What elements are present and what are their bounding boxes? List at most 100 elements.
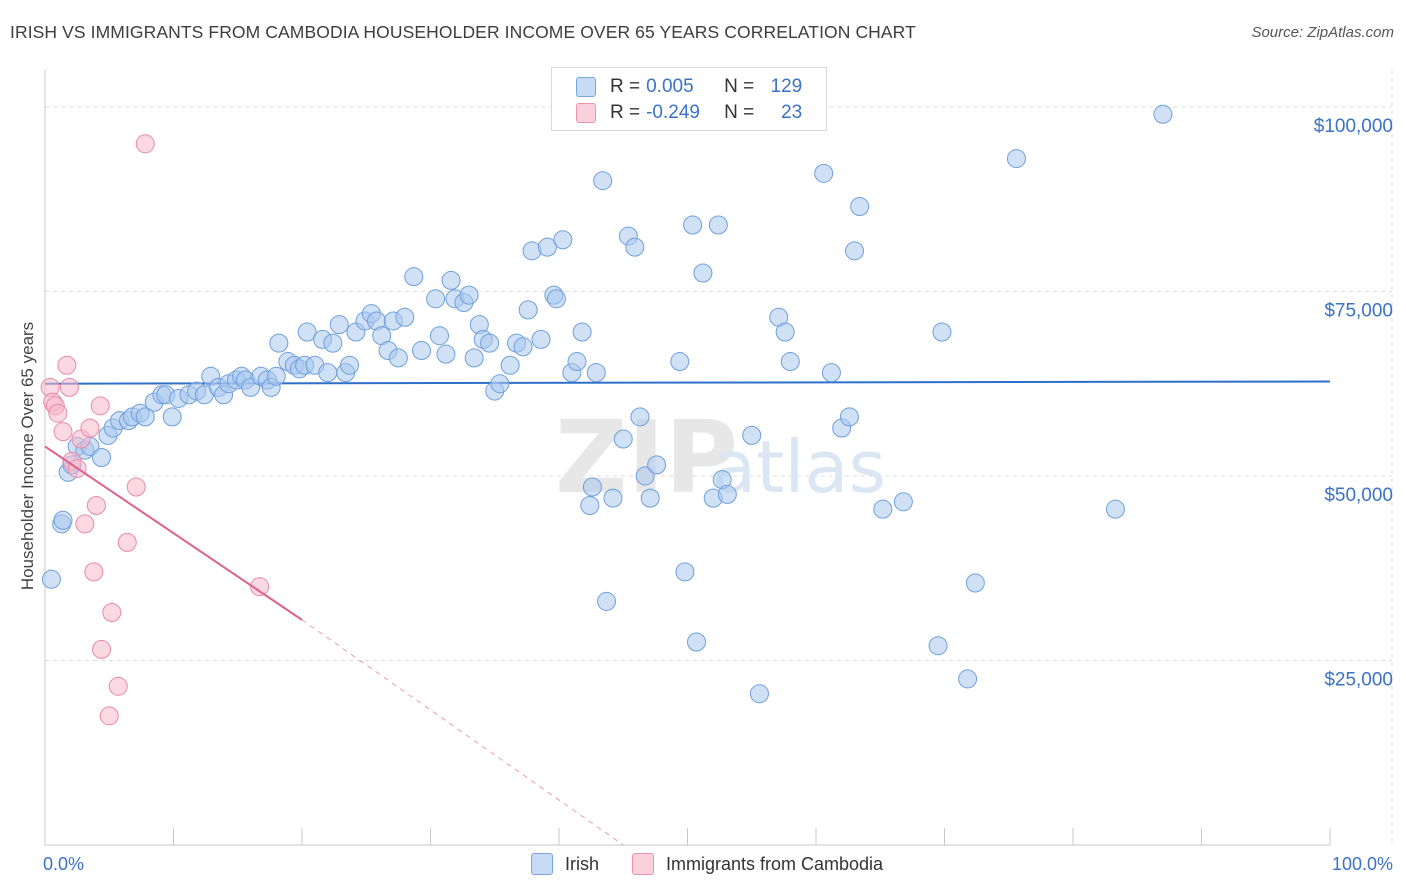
irish-point [412,340,432,360]
chart-title: IRISH VS IMMIGRANTS FROM CAMBODIA HOUSEH… [10,22,916,42]
irish-point [388,348,408,368]
irish-point [490,374,510,394]
legend-n-value: 129 [770,76,803,97]
legend-r-label: R = [610,102,641,123]
legend-row-irish: R = 0.005 N = 129 [576,75,802,99]
cambodia-point [80,418,100,438]
cambodia-point [90,396,110,416]
irish-point [613,429,633,449]
cambodia-trend-line [44,445,303,621]
cambodia-point [135,134,155,154]
irish-point [775,322,795,342]
irish-point [426,289,446,309]
bottom-legend-irish: Irish [531,853,599,875]
irish-point [92,448,112,467]
irish-point [893,492,913,512]
cambodia-trend-extension [301,619,624,846]
legend-n-value: 23 [781,102,803,123]
irish-point [436,344,456,364]
cambodia-point [108,676,128,696]
irish-point [603,488,623,508]
cambodia-point [102,603,122,622]
cambodia-point [75,514,95,534]
irish-point [850,197,870,217]
irish-point [640,488,660,508]
legend-r-value: -0.249 [646,102,700,123]
bottom-swatch-cambodia [632,853,654,875]
bottom-swatch-irish [531,853,553,875]
irish-point [567,352,587,372]
cambodia-point [126,477,146,497]
irish-point [582,477,602,497]
irish-point [340,355,360,375]
irish-point [928,636,948,656]
cambodia-point [86,495,106,515]
irish-point [395,307,415,327]
correlation-legend: R = 0.005 N = 129 R = -0.249 N = 23 [551,67,827,131]
x-tick-labels: 0.0% 100.0% [43,854,1393,874]
y-tick-label: $75,000 [1324,300,1393,321]
irish-point [597,591,617,611]
irish-point [518,300,538,320]
y-axis-label: Householder Income Over 65 years [18,322,37,590]
irish-point [742,425,762,445]
irish-point [269,333,289,353]
bottom-legend-cambodia-label: Immigrants from Cambodia [666,853,884,874]
irish-point [965,573,985,593]
irish-point [546,289,566,309]
irish-point [480,333,500,353]
irish-point [683,215,703,235]
irish-point [845,241,865,261]
irish-point [1105,499,1125,519]
irish-point [162,407,182,427]
irish-point [647,455,667,475]
irish-point [297,322,317,342]
irish-point [429,326,449,346]
y-tick-labels: $25,000 $50,000 $75,000 $100,000 [1314,116,1393,691]
irish-point [580,495,600,515]
irish-point [459,285,479,305]
legend-r-label: R = [610,76,641,97]
y-tick-label: $100,000 [1314,116,1393,137]
x-tick-label: 0.0% [43,854,84,874]
legend-swatch-irish [576,77,596,97]
irish-point [1153,104,1173,124]
y-tick-label: $50,000 [1324,485,1393,506]
irish-point [513,337,533,357]
irish-point [329,315,349,335]
cambodia-trendline [44,445,624,846]
legend-r-value: 0.005 [646,76,694,97]
irish-point [708,215,728,235]
irish-point [572,322,592,342]
cambodia-point [57,355,77,375]
axes [44,70,1331,846]
irish-point [625,237,645,257]
irish-point [749,684,769,704]
irish-point [873,499,893,519]
legend-n-label: N = [724,102,755,123]
cambodia-point [117,532,137,552]
irish-point [593,171,613,191]
irish-point [464,348,484,368]
irish-point [553,230,573,250]
irish-point [780,352,800,372]
irish-point [500,355,520,375]
irish-point [41,569,61,589]
irish-point [839,407,859,427]
irish-point [135,407,155,427]
bottom-legend-cambodia: Immigrants from Cambodia [632,853,883,875]
irish-point [53,510,73,530]
cambodia-points [40,134,270,726]
irish-point [586,363,606,383]
cambodia-point [250,577,270,597]
irish-point [686,632,706,652]
watermark-atlas: atlas [712,425,886,509]
irish-point [958,669,978,689]
irish-point [441,270,461,290]
irish-point [670,352,690,372]
irish-point [821,363,841,383]
irish-point [323,333,343,353]
source-label: Source: ZipAtlas.com [1251,24,1394,41]
cambodia-point [92,639,112,659]
